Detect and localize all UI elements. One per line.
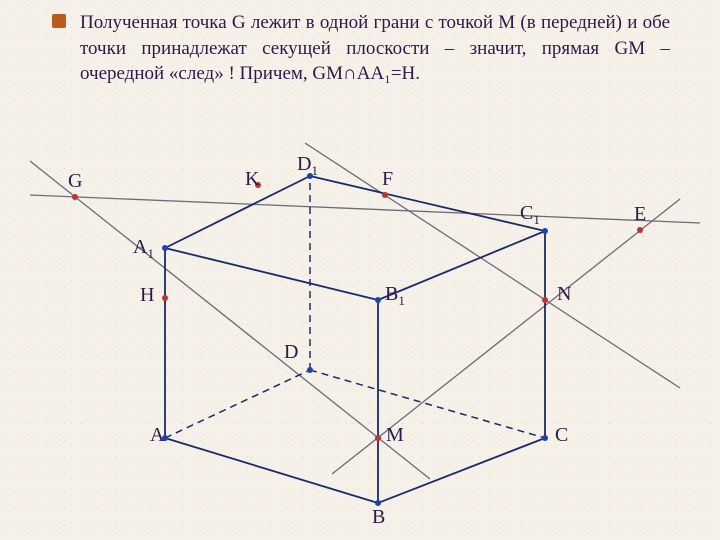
label-C: C bbox=[555, 424, 568, 447]
geometry-diagram bbox=[0, 0, 720, 540]
label-B1: B1 bbox=[385, 283, 405, 309]
label-B: B bbox=[372, 506, 385, 529]
label-G: G bbox=[68, 170, 82, 193]
label-C1: C1 bbox=[520, 202, 540, 228]
label-K: K bbox=[245, 168, 259, 191]
label-D: D bbox=[284, 341, 298, 364]
label-N: N bbox=[557, 283, 571, 306]
label-A: A bbox=[150, 424, 164, 447]
label-F: F bbox=[382, 168, 393, 191]
label-D1: D1 bbox=[297, 153, 318, 179]
label-H: H bbox=[140, 284, 154, 307]
label-M: M bbox=[386, 424, 404, 447]
label-E: E bbox=[634, 203, 646, 226]
label-A1: A1 bbox=[133, 236, 154, 262]
